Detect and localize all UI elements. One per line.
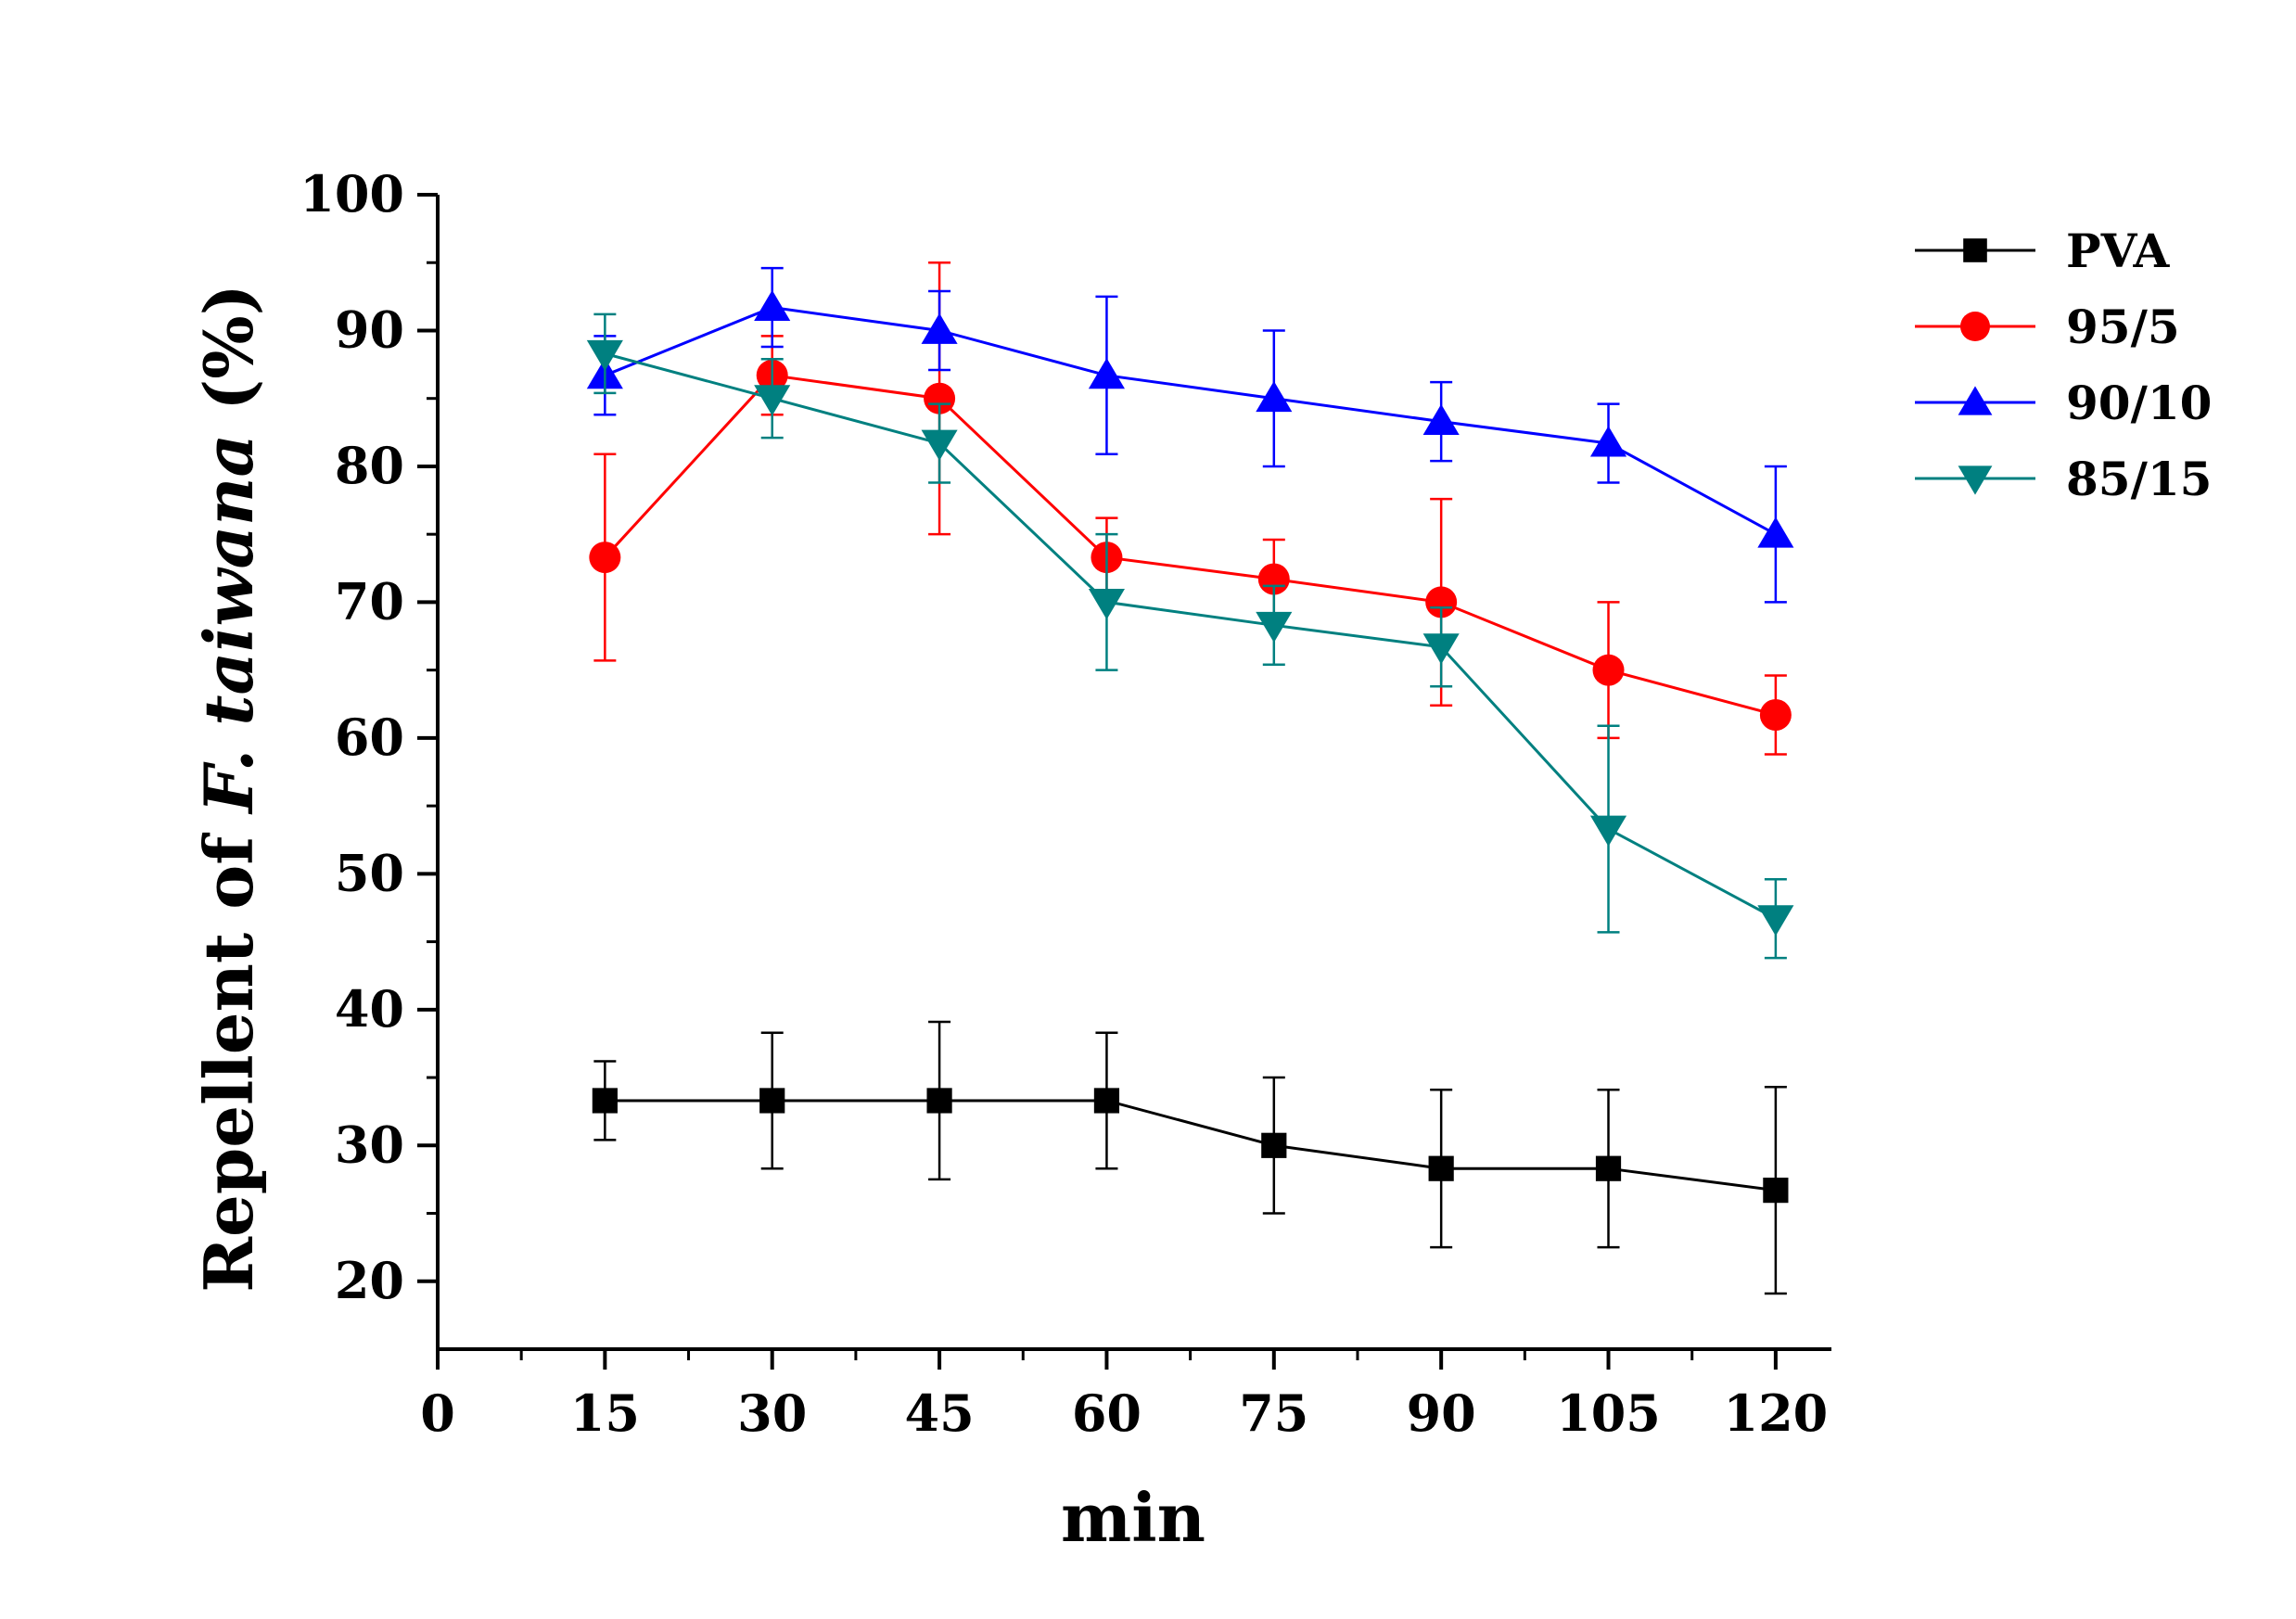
series-85-15 (586, 312, 1794, 960)
y-tick-label: 60 (335, 708, 404, 767)
y-tick-label: 100 (300, 164, 404, 223)
legend: PVA 95/5 90/10 85/15 (1915, 223, 2212, 506)
axes: 20 30 40 50 60 70 80 90 100 0 15 30 45 60 75 90 105 120 (300, 164, 1831, 1443)
data-point (592, 1088, 618, 1114)
data-point (1256, 611, 1293, 644)
series-95-5 (589, 261, 1792, 756)
x-tick-label: 90 (1407, 1383, 1476, 1443)
legend-marker (1958, 465, 1993, 495)
data-point (589, 542, 621, 574)
data-point (1757, 516, 1794, 548)
y-tick-label: 20 (335, 1251, 404, 1310)
data-point (754, 385, 791, 416)
data-point (754, 289, 791, 322)
legend-item: 95/5 (1915, 300, 2180, 354)
y-axis-title-suffix: (%) (189, 284, 268, 434)
legend-label: 90/10 (2066, 376, 2212, 430)
legend-marker (1958, 386, 1993, 415)
x-tick-label: 75 (1239, 1383, 1308, 1443)
y-axis-title: Repellent of F. taiwana (%) (189, 284, 268, 1293)
data-point (1428, 1155, 1454, 1181)
data-point (924, 382, 956, 414)
data-point (921, 312, 958, 344)
data-point (1422, 633, 1460, 665)
data-point (1256, 381, 1293, 413)
y-axis-title-species: F. taiwana (189, 434, 268, 815)
y-axis-title-prefix: Repellent of (189, 813, 268, 1293)
legend-marker (1960, 312, 1990, 341)
legend-item: PVA (1915, 223, 2171, 278)
data-point (1592, 654, 1625, 686)
series-pva (592, 1020, 1789, 1295)
data-point (1759, 698, 1792, 731)
x-tick-label: 60 (1072, 1383, 1142, 1443)
x-axis-title: min (1061, 1478, 1205, 1557)
x-tick-label: 105 (1556, 1383, 1661, 1443)
legend-marker (1963, 238, 1987, 262)
data-point (1589, 815, 1627, 847)
y-tick-label: 40 (335, 979, 404, 1039)
data-point (1589, 426, 1627, 457)
data-point (586, 339, 623, 372)
x-tick-label: 45 (905, 1383, 975, 1443)
legend-item: 90/10 (1915, 376, 2212, 430)
series-line (604, 351, 1777, 921)
data-point (1763, 1178, 1789, 1204)
y-tick-label: 90 (335, 300, 404, 359)
series-line (605, 1099, 1777, 1192)
legend-label: PVA (2066, 223, 2171, 278)
y-tick-label: 50 (335, 843, 404, 902)
y-tick-label: 70 (335, 571, 404, 631)
data-point (921, 429, 958, 461)
x-tick-label: 30 (737, 1383, 807, 1443)
data-point (1422, 403, 1460, 436)
data-point (926, 1088, 952, 1114)
legend-label: 85/15 (2066, 452, 2212, 506)
series-line (604, 374, 1777, 717)
data-point (759, 1088, 785, 1114)
data-point (1757, 905, 1794, 937)
data-point (1088, 588, 1125, 620)
x-tick-label: 120 (1724, 1383, 1829, 1443)
data-point (1093, 1088, 1120, 1114)
data-point (1261, 1132, 1287, 1158)
y-tick-label: 30 (335, 1115, 404, 1174)
data-point (1595, 1155, 1622, 1181)
y-tick-label: 80 (335, 436, 404, 495)
data-point (1088, 358, 1125, 389)
legend-item: 85/15 (1915, 452, 2212, 506)
series-line (604, 306, 1777, 536)
data-series (586, 261, 1794, 1295)
data-point (1425, 586, 1458, 618)
legend-label: 95/5 (2066, 300, 2180, 354)
x-tick-label: 0 (420, 1383, 455, 1443)
x-tick-label: 15 (570, 1383, 640, 1443)
series-90-10 (586, 266, 1794, 604)
